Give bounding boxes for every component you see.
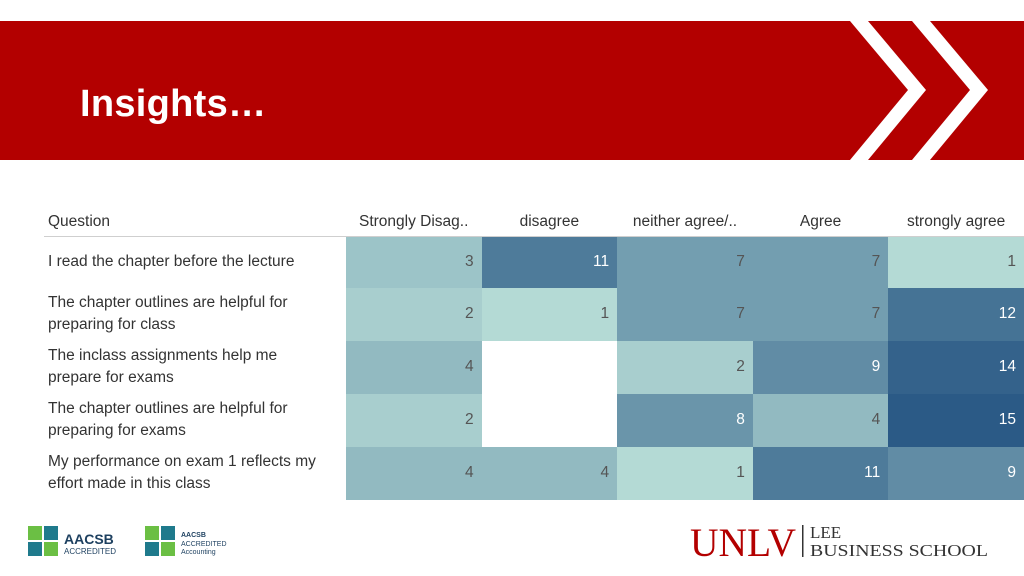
heatmap-cell: 1 xyxy=(617,446,753,500)
column-header: Agree xyxy=(752,208,889,237)
heatmap-cell: 11 xyxy=(481,236,618,288)
heatmap-row: The chapter outlines are helpful for prep… xyxy=(44,287,1024,341)
question-line: preparing for exams xyxy=(48,422,186,439)
heatmap-cell: 12 xyxy=(888,287,1024,341)
heatmap-cell: 9 xyxy=(888,446,1024,500)
aacsb-accredited-logo: AACSB ACCREDITED xyxy=(28,526,116,556)
heatmap-cell: 8 xyxy=(617,393,753,447)
heatmap-cell: 11 xyxy=(752,446,889,500)
heatmap-cell: 2 xyxy=(617,340,753,394)
heatmap-cell: 7 xyxy=(752,287,889,341)
question-line: The inclass assignments help me xyxy=(48,347,278,364)
heatmap-cell: 2 xyxy=(345,393,482,447)
aacsb-text: AACSB xyxy=(181,532,206,539)
question-line: The chapter outlines are helpful for xyxy=(48,294,288,311)
chevron-arrows-icon xyxy=(850,21,1012,160)
question-label: The chapter outlines are helpful for prep… xyxy=(44,394,346,447)
heatmap-row: My performance on exam 1 reflects my effo… xyxy=(44,446,1024,500)
heatmap-cell: 4 xyxy=(345,340,482,394)
question-label: I read the chapter before the lecture xyxy=(44,237,346,288)
slide-title: Insights… xyxy=(80,83,267,125)
heatmap-row: The inclass assignments help me prepare f… xyxy=(44,340,1024,394)
lee-text: LEE xyxy=(810,523,841,542)
accounting-text: Accounting xyxy=(181,549,216,556)
unlv-wordmark: UNLV xyxy=(690,520,796,562)
heatmap-cell: 15 xyxy=(888,393,1024,447)
likert-heatmap: Question Strongly Disag.. disagree neith… xyxy=(44,208,1024,500)
heatmap-row: I read the chapter before the lecture 3 11… xyxy=(44,236,1024,288)
heatmap-cell: 3 xyxy=(345,236,482,288)
question-label: My performance on exam 1 reflects my effo… xyxy=(44,447,346,500)
header-row: Question Strongly Disag.. disagree neith… xyxy=(44,208,1024,237)
heatmap-cell: 14 xyxy=(888,340,1024,394)
question-label: The inclass assignments help me prepare f… xyxy=(44,341,346,394)
column-header: neither agree/.. xyxy=(617,208,753,237)
heatmap-row: The chapter outlines are helpful for prep… xyxy=(44,393,1024,447)
heatmap-cell: 7 xyxy=(752,236,889,288)
heatmap-cell: 7 xyxy=(617,236,753,288)
heatmap-cell xyxy=(481,393,618,447)
title-banner: Insights… xyxy=(0,21,1024,160)
column-header: disagree xyxy=(481,208,618,237)
logo-divider xyxy=(802,525,804,557)
accredited-text: ACCREDITED xyxy=(64,547,116,556)
aacsb-accounting-logo: AACSB ACCREDITED Accounting xyxy=(145,526,227,556)
aacsb-text: AACSB xyxy=(64,531,114,547)
column-header: Strongly Disag.. xyxy=(345,208,482,237)
heatmap-cell: 1 xyxy=(888,236,1024,288)
question-line: My performance on exam 1 reflects my xyxy=(48,453,316,470)
question-column-header: Question xyxy=(44,208,346,237)
heatmap-cell: 1 xyxy=(481,287,618,341)
question-line: prepare for exams xyxy=(48,369,174,386)
heatmap-cell: 4 xyxy=(481,446,618,500)
heatmap-cell: 7 xyxy=(617,287,753,341)
heatmap-cell: 4 xyxy=(345,446,482,500)
question-label: The chapter outlines are helpful for prep… xyxy=(44,288,346,341)
heatmap-cell: 9 xyxy=(752,340,889,394)
column-header: strongly agree xyxy=(888,208,1024,237)
unlv-lee-business-school-logo: UNLV LEE BUSINESS SCHOOL xyxy=(690,520,988,562)
heatmap-cell: 4 xyxy=(752,393,889,447)
heatmap-body: I read the chapter before the lecture 3 11… xyxy=(44,236,1024,500)
question-line: preparing for class xyxy=(48,316,176,333)
accredited-text: ACCREDITED xyxy=(181,541,227,548)
heatmap-cell: 2 xyxy=(345,287,482,341)
question-line: I read the chapter before the lecture xyxy=(48,253,295,271)
heatmap-cell xyxy=(481,340,618,394)
business-school-text: BUSINESS SCHOOL xyxy=(810,541,988,560)
question-line: effort made in this class xyxy=(48,475,211,492)
question-line: The chapter outlines are helpful for xyxy=(48,400,288,417)
